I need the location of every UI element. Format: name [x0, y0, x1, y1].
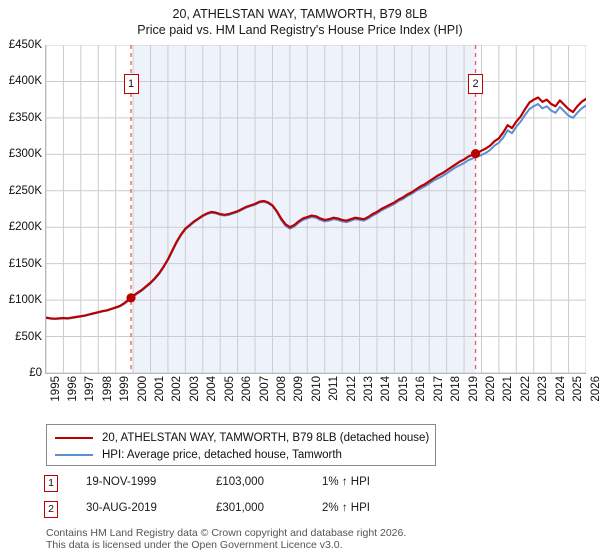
txn-hpi-delta: 1% ↑ HPI	[322, 476, 370, 488]
x-tick-label: 1995	[49, 376, 62, 402]
y-tick-label: £350K	[8, 111, 42, 124]
x-tick-label: 2011	[328, 376, 341, 401]
x-tick-label: 2019	[467, 376, 480, 402]
annotation-badge-1: 1	[123, 74, 139, 94]
footer-line-2: This data is licensed under the Open Gov…	[46, 539, 343, 551]
y-tick-label: £50K	[15, 330, 42, 343]
y-tick-label: £300K	[8, 148, 42, 161]
page-title: 20, ATHELSTAN WAY, TAMWORTH, B79 8LB Pri…	[0, 0, 600, 38]
x-tick-label: 2004	[206, 376, 219, 402]
legend-swatch-hpi	[55, 453, 93, 456]
x-tick-label: 2022	[519, 376, 532, 402]
legend-entry-property: 20, ATHELSTAN WAY, TAMWORTH, B79 8LB (de…	[47, 429, 435, 446]
x-tick-label: 2000	[136, 376, 149, 402]
attribution-footer: Contains HM Land Registry data © Crown c…	[46, 527, 586, 551]
x-axis-labels: 1995 1996 1997 1998 1999 2000 2001 2002 2003 2004…	[0, 376, 600, 420]
x-tick-label: 2020	[484, 376, 497, 402]
txn-index-badge: 2	[44, 501, 58, 518]
x-tick-label: 2008	[275, 376, 288, 402]
x-tick-label: 2017	[432, 376, 445, 402]
sale-point-marker	[470, 149, 481, 159]
x-tick-label: 2024	[554, 376, 567, 402]
transactions-table: 1 19-NOV-1999 £103,000 1% ↑ HPI 2 30-AUG…	[44, 474, 464, 526]
series-line-property	[46, 96, 586, 320]
y-tick-label: £100K	[8, 294, 42, 307]
x-tick-label: 2013	[363, 376, 376, 402]
x-tick-label: 2009	[293, 376, 306, 402]
x-tick-label: 2005	[223, 376, 236, 402]
table-row: 2 30-AUG-2019 £301,000 2% ↑ HPI	[44, 500, 464, 526]
title-line-1: 20, ATHELSTAN WAY, TAMWORTH, B79 8LB	[172, 7, 428, 21]
x-tick-label: 2012	[345, 376, 358, 402]
table-row: 1 19-NOV-1999 £103,000 1% ↑ HPI	[44, 474, 464, 500]
legend-label-property: 20, ATHELSTAN WAY, TAMWORTH, B79 8LB (de…	[102, 431, 430, 444]
x-tick-label: 1999	[119, 376, 132, 402]
txn-date: 30-AUG-2019	[86, 502, 157, 514]
x-tick-label: 2016	[415, 376, 428, 402]
x-tick-label: 2026	[589, 376, 600, 402]
x-tick-label: 2003	[188, 376, 201, 402]
x-tick-label: 2021	[502, 376, 515, 402]
x-tick-label: 1996	[66, 376, 79, 402]
legend-entry-hpi: HPI: Average price, detached house, Tamw…	[47, 446, 435, 463]
txn-hpi-delta: 2% ↑ HPI	[322, 502, 370, 514]
x-tick-label: 2010	[310, 376, 323, 402]
x-tick-label: 2002	[171, 376, 184, 402]
shaded-period-band	[133, 45, 476, 373]
annotation-badge-2: 2	[468, 74, 484, 94]
x-tick-label: 1998	[101, 376, 114, 402]
footer-line-1: Contains HM Land Registry data © Crown c…	[46, 527, 407, 539]
y-tick-label: £0	[29, 367, 42, 379]
x-tick-label: 2023	[537, 376, 550, 402]
y-tick-label: £450K	[8, 39, 42, 51]
x-tick-label: 2025	[572, 376, 585, 402]
x-tick-label: 2006	[241, 376, 254, 402]
y-tick-label: £250K	[8, 184, 42, 197]
x-tick-label: 1997	[84, 376, 97, 402]
txn-date: 19-NOV-1999	[86, 476, 157, 488]
plot-svg	[46, 45, 586, 373]
x-tick-label: 2007	[258, 376, 271, 402]
x-tick-label: 2018	[450, 376, 463, 402]
txn-price: £301,000	[216, 502, 264, 514]
y-tick-label: £400K	[8, 75, 42, 88]
legend-swatch-property	[55, 436, 93, 439]
txn-price: £103,000	[216, 476, 264, 488]
y-tick-label: £150K	[8, 257, 42, 270]
title-line-2: Price paid vs. HM Land Registry's House …	[137, 23, 463, 37]
x-tick-label: 2015	[397, 376, 410, 402]
y-axis-labels: £0 £50K £100K £150K £200K £250K £300K £350K £400…	[0, 39, 42, 379]
chart-legend: 20, ATHELSTAN WAY, TAMWORTH, B79 8LB (de…	[46, 424, 436, 466]
sale-point-marker	[126, 293, 136, 303]
x-tick-label: 2001	[154, 376, 167, 402]
txn-index-badge: 1	[44, 475, 58, 492]
legend-label-hpi: HPI: Average price, detached house, Tamw…	[102, 448, 342, 461]
x-tick-label: 2014	[380, 376, 393, 402]
y-tick-label: £200K	[8, 221, 42, 234]
